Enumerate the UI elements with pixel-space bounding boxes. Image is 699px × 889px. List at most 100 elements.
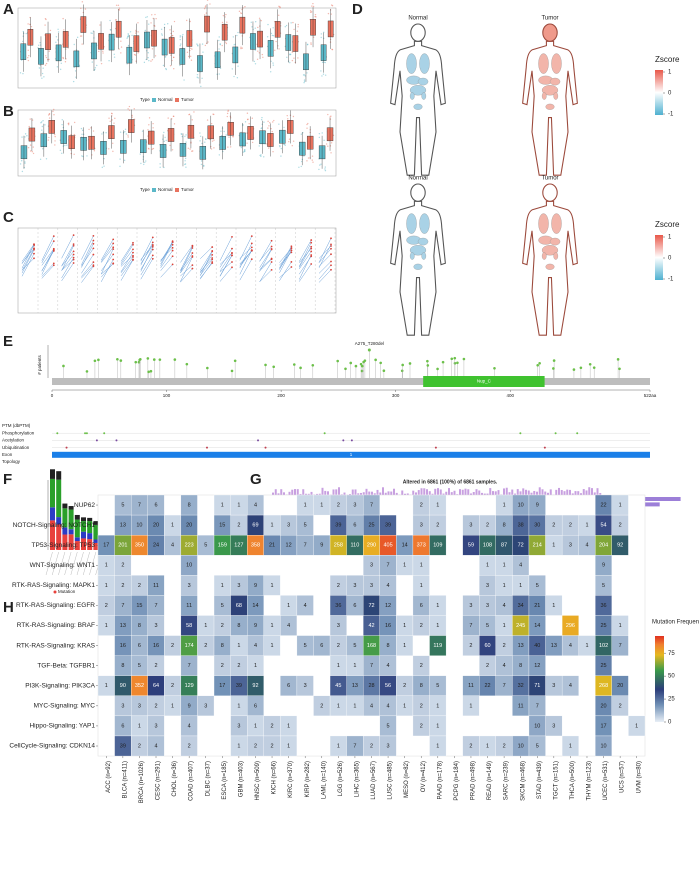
ptm-site	[554, 432, 557, 435]
pair-line	[120, 255, 134, 267]
pair-point	[171, 255, 174, 258]
pair-point	[72, 256, 75, 259]
pair-line	[219, 261, 233, 273]
column-label: BLCA (n=411)	[122, 761, 128, 798]
jitter-point	[73, 133, 76, 136]
pair-point	[132, 254, 134, 257]
organ	[419, 213, 430, 234]
body-map	[522, 23, 578, 176]
jitter-point	[173, 56, 175, 59]
pair-point	[330, 260, 332, 263]
cell-label: 2	[105, 603, 108, 609]
jitter-point	[28, 54, 30, 57]
cell-label: 2	[569, 523, 572, 529]
jitter-point	[68, 122, 70, 124]
tmb-bar	[558, 487, 560, 496]
panel-label: C	[3, 209, 14, 226]
cell-label: 2	[420, 723, 423, 729]
cell-label: 3	[469, 603, 472, 609]
cell-label: 3	[154, 723, 157, 729]
stacked-segment	[56, 471, 62, 480]
jitter-point	[288, 138, 291, 140]
cell-label: 6	[154, 502, 157, 508]
jitter-point	[27, 146, 30, 149]
cell-label: 5	[304, 643, 307, 649]
panel-label: H	[3, 599, 14, 616]
jitter-point	[331, 48, 333, 51]
row-label: WNT-Signaling: WNT1	[30, 562, 96, 569]
legend-label: Tumor	[181, 187, 194, 192]
pair-point	[211, 246, 214, 248]
jitter-point	[207, 41, 209, 43]
column-label: THYM (n=123)	[587, 761, 593, 801]
jitter-point	[321, 75, 323, 77]
jitter-point	[310, 43, 312, 45]
jitter-point	[221, 21, 224, 24]
panel-label: A	[3, 1, 14, 18]
x-tick-label: 100	[163, 393, 171, 398]
column-label: UCS (n=57)	[620, 761, 626, 793]
legend-title: Zscore	[655, 220, 680, 229]
jitter-point	[119, 158, 121, 160]
jitter-point	[324, 168, 326, 170]
jitter-point	[238, 10, 241, 13]
jitter-point	[84, 8, 87, 10]
jitter-point	[312, 5, 315, 8]
jitter-point	[148, 23, 150, 25]
organ	[549, 77, 561, 86]
lollipop-head	[152, 358, 156, 361]
head	[542, 23, 558, 42]
jitter-point	[29, 118, 31, 120]
track-label: Topology	[2, 459, 21, 464]
jitter-point	[151, 148, 153, 150]
cell-label: 1	[503, 563, 506, 569]
jitter-point	[187, 147, 190, 149]
cell-label: 214	[533, 543, 542, 549]
lollipop-head	[230, 369, 234, 373]
cell-label: 296	[566, 623, 575, 629]
cell-label: 1	[569, 743, 572, 749]
jitter-point	[274, 49, 276, 51]
jitter-point	[307, 157, 310, 159]
cell-label: 2	[320, 703, 323, 709]
cell-label: 10	[534, 723, 540, 729]
jitter-point	[167, 117, 169, 119]
track-label: Phosphorylation	[2, 430, 35, 435]
lollipop-head	[493, 366, 496, 370]
stacked-segment	[81, 517, 86, 522]
cell-label: 3	[420, 523, 423, 529]
jitter-point	[167, 23, 169, 25]
pair-point	[310, 254, 313, 256]
jitter-point	[236, 77, 239, 79]
jitter-point	[311, 5, 313, 7]
jitter-point	[280, 155, 282, 157]
pair-line	[318, 244, 332, 268]
pair-point	[191, 247, 194, 249]
cell-label: 1	[619, 502, 622, 508]
jitter-point	[159, 163, 161, 165]
ptm-site	[103, 432, 106, 435]
lollipop-head	[360, 364, 364, 368]
pair-point	[72, 243, 75, 246]
pair-point	[290, 261, 293, 263]
pair-point	[92, 234, 95, 237]
jitter-point	[133, 53, 136, 56]
cell-label: 1	[436, 502, 439, 508]
jitter-point	[45, 56, 48, 59]
jitter-point	[119, 165, 121, 168]
pair-point	[250, 235, 253, 238]
pair-line	[61, 254, 74, 271]
cell-label: 1	[204, 623, 207, 629]
jitter-point	[259, 25, 261, 27]
jitter-point	[246, 112, 249, 114]
jitter-point	[258, 52, 261, 54]
cell-label: 6	[320, 643, 323, 649]
pair-point	[231, 261, 233, 263]
tmb-bar	[582, 489, 585, 498]
colorbar-label: -1	[668, 112, 674, 118]
cell-label: 5	[353, 643, 356, 649]
tmb-bar	[467, 489, 470, 498]
cell-label: 1	[420, 563, 423, 569]
pair-point	[151, 257, 154, 260]
jitter-point	[115, 4, 118, 7]
